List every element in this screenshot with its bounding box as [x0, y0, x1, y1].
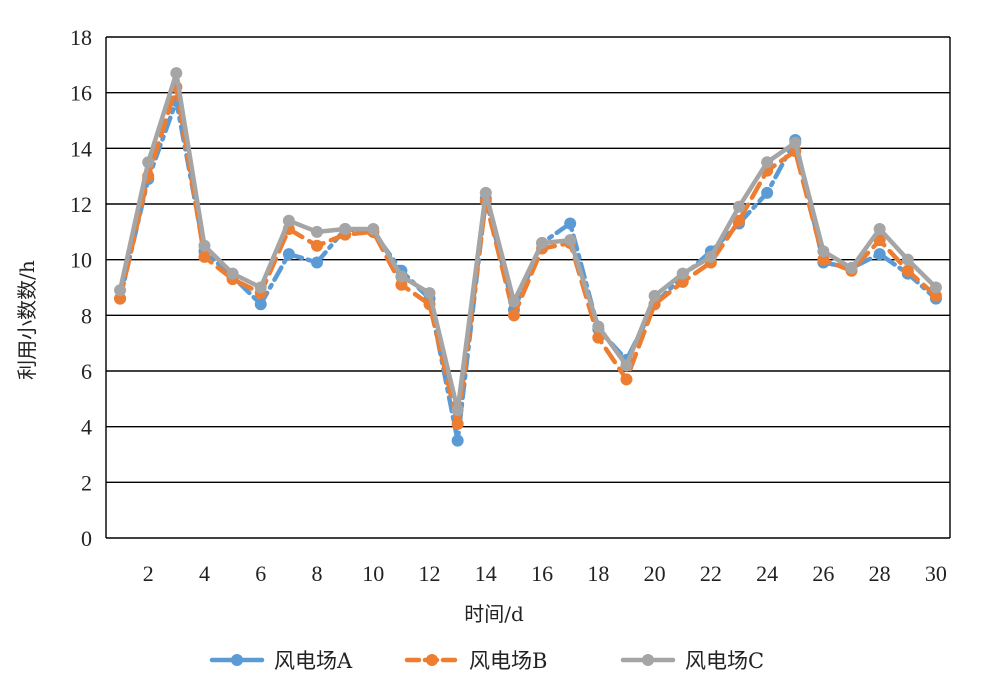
data-point	[254, 298, 267, 311]
y-axis-ticks: 0 2 4 6 8 10 12 14 16 18	[70, 25, 92, 551]
legend-label: 风电场C	[685, 649, 764, 673]
data-point	[620, 373, 633, 386]
y-tick-label: 2	[81, 470, 92, 495]
data-point	[479, 186, 492, 199]
legend-swatch-marker	[231, 654, 243, 666]
y-tick-label: 12	[70, 192, 92, 217]
legend-item: 风电场A	[209, 649, 353, 673]
data-point	[254, 281, 267, 294]
data-point	[592, 320, 605, 333]
series-3	[114, 67, 942, 416]
data-point	[142, 156, 155, 169]
data-point	[395, 278, 408, 291]
data-point	[761, 186, 774, 199]
data-point	[676, 267, 689, 280]
legend-swatch-marker	[426, 654, 438, 666]
y-tick-label: 4	[81, 415, 92, 440]
data-point	[648, 289, 661, 302]
data-point	[873, 234, 886, 247]
legend-item: 风电场B	[404, 649, 547, 673]
x-tick-label: 2	[143, 561, 154, 586]
x-axis-ticks: 2 4 6 8 10 12 14 16 18 20 22 24 26 28 30	[143, 561, 947, 586]
y-axis-title: 利用小数数/h	[15, 260, 39, 380]
x-tick-label: 24	[756, 561, 778, 586]
y-tick-label: 14	[70, 136, 92, 161]
data-point	[592, 331, 605, 344]
data-point	[395, 270, 408, 283]
series-line	[117, 70, 939, 413]
gridlines	[105, 36, 951, 539]
data-point	[817, 245, 830, 258]
data-point	[507, 295, 520, 308]
y-tick-label: 16	[70, 81, 92, 106]
x-axis-title: 时间/d	[464, 602, 524, 626]
x-tick-label: 22	[700, 561, 722, 586]
data-point	[451, 417, 464, 430]
data-point	[733, 214, 745, 227]
data-point	[704, 250, 717, 263]
data-point	[901, 264, 914, 277]
data-point	[929, 289, 942, 302]
data-point	[198, 239, 211, 252]
x-tick-label: 6	[255, 561, 266, 586]
x-tick-label: 12	[419, 561, 441, 586]
data-point	[817, 253, 830, 266]
data-point	[423, 287, 436, 300]
x-tick-label: 28	[869, 561, 891, 586]
data-point	[507, 309, 520, 322]
legend-swatch-marker	[642, 654, 654, 666]
data-point	[198, 250, 211, 263]
data-point	[451, 403, 464, 416]
legend-label: 风电场A	[274, 649, 353, 673]
data-point	[733, 200, 745, 213]
data-point	[536, 236, 549, 249]
x-tick-label: 10	[362, 561, 384, 586]
data-point	[282, 214, 295, 227]
data-point	[901, 253, 914, 266]
y-tick-label: 18	[70, 25, 92, 50]
data-point	[451, 434, 464, 447]
data-point	[845, 262, 858, 275]
legend: 风电场A 风电场B 风电场C	[209, 649, 764, 673]
data-point	[311, 256, 323, 269]
x-tick-label: 16	[531, 561, 553, 586]
data-point	[676, 275, 689, 288]
x-tick-label: 14	[475, 561, 497, 586]
series-group	[114, 67, 942, 447]
data-point	[929, 281, 942, 294]
data-point	[339, 223, 352, 236]
data-point	[114, 284, 127, 297]
series-2	[114, 81, 942, 430]
y-tick-label: 0	[81, 526, 92, 551]
data-point	[761, 156, 774, 169]
data-point	[282, 248, 295, 261]
x-tick-label: 8	[312, 561, 323, 586]
legend-label: 风电场B	[469, 649, 547, 673]
data-point	[114, 292, 127, 305]
data-point	[873, 223, 886, 236]
y-tick-label: 8	[81, 303, 92, 328]
data-point	[789, 136, 802, 149]
data-point	[564, 217, 577, 230]
x-tick-label: 18	[587, 561, 609, 586]
legend-item: 风电场C	[620, 649, 764, 673]
data-point	[311, 239, 323, 252]
y-tick-label: 10	[70, 248, 92, 273]
series-line	[117, 84, 939, 427]
x-tick-label: 30	[925, 561, 947, 586]
x-tick-label: 4	[199, 561, 210, 586]
x-tick-label: 26	[812, 561, 834, 586]
data-point	[226, 267, 239, 280]
data-point	[170, 67, 183, 80]
y-tick-label: 6	[81, 359, 92, 384]
x-tick-label: 20	[644, 561, 666, 586]
data-point	[367, 223, 380, 236]
data-point	[311, 225, 323, 238]
data-point	[873, 248, 886, 261]
data-point	[620, 359, 633, 372]
data-point	[564, 234, 577, 247]
